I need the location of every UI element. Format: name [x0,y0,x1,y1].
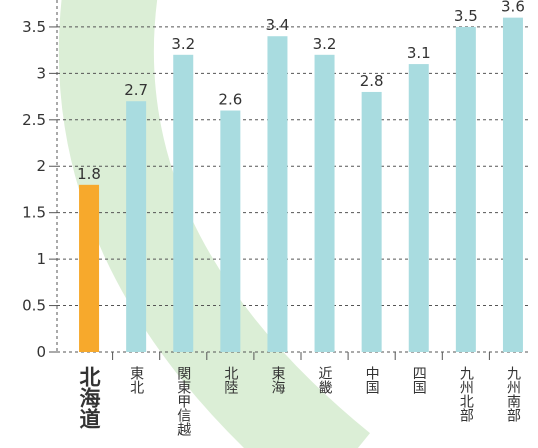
bar [267,36,288,353]
y-tick-label: 3.5 [22,18,46,36]
value-label: 3.2 [313,35,337,53]
y-tick-label: 1 [36,250,46,268]
x-tick-label: 東北 [128,366,144,395]
background-arc [58,0,371,448]
x-tick-label: 関東甲信越 [175,366,191,436]
value-label: 3.4 [266,16,290,34]
bar [314,54,335,352]
y-tick-label: 2 [36,157,46,175]
x-tick-label: 北陸 [222,366,238,395]
bar [361,91,382,352]
y-tick-label: 2.5 [22,111,46,129]
bar [126,101,147,352]
bar [455,26,476,353]
x-tick-label: 中国 [364,366,380,394]
x-tick-label: 東海 [269,366,285,394]
y-tick-label: 0 [36,343,46,361]
x-tick-label: 四国 [411,366,427,394]
bar [79,184,100,352]
x-tick-label: 九州北部 [458,366,474,422]
value-label: 1.8 [77,165,101,183]
bar [502,17,523,353]
x-tick-label: 九州南部 [505,366,521,422]
y-tick-label: 3 [36,64,46,82]
bar [173,54,194,352]
bar [408,64,429,352]
x-tick-label: 北海道 [77,366,101,429]
value-label: 2.7 [124,81,148,99]
x-tick-label: 近畿 [317,366,333,394]
value-label: 3.2 [171,35,195,53]
y-tick-label: 0.5 [22,297,46,315]
value-label: 3.6 [501,0,525,16]
value-label: 3.5 [454,7,478,25]
bar [220,110,241,352]
value-label: 2.8 [360,72,384,90]
y-tick-label: 1.5 [22,204,46,222]
value-label: 3.1 [407,44,431,62]
value-label: 2.6 [218,91,242,109]
